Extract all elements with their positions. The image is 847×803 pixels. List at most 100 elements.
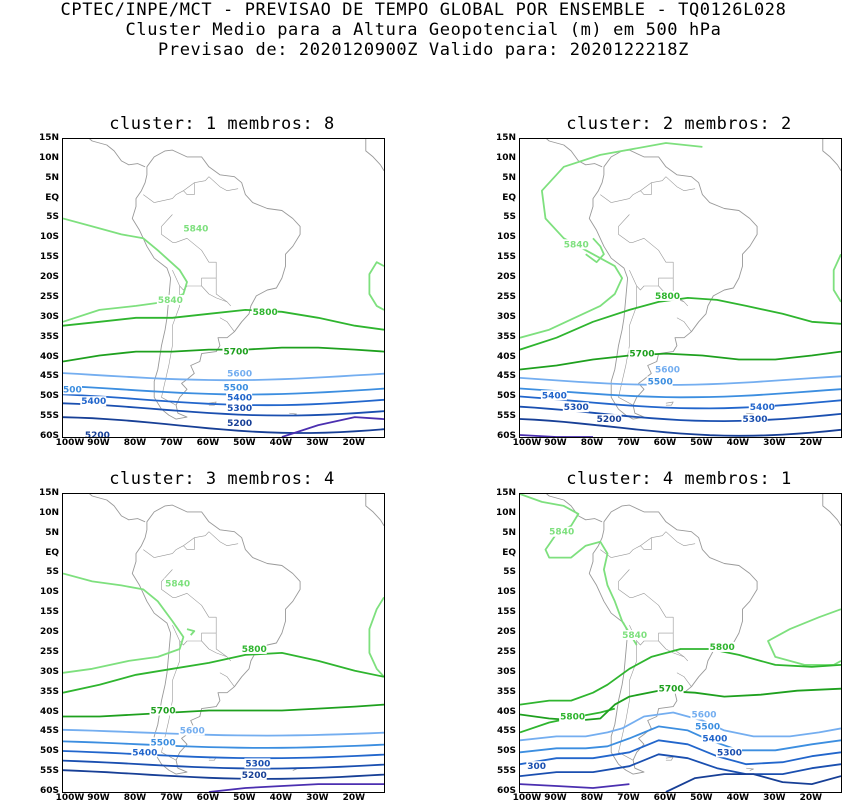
country-border: [172, 269, 228, 303]
country-border: [611, 531, 667, 558]
lon-tick-label: 60W: [196, 793, 220, 803]
contour-label-bg: [628, 348, 655, 359]
country-border: [161, 214, 177, 243]
lat-tick-label: 15S: [39, 252, 59, 263]
lon-tick-label: 80W: [123, 438, 147, 448]
lon-tick-label: 20W: [342, 793, 366, 803]
lat-tick-label: 35S: [496, 686, 516, 697]
contour-label-bg: [131, 747, 158, 758]
contour-label: 5200: [597, 415, 622, 425]
lat-tick-label: 30S: [496, 666, 516, 677]
contour-label: 5800: [242, 645, 267, 655]
contour-label: 5800: [655, 292, 680, 302]
coastline-central-america: [89, 139, 146, 168]
lat-tick-label: 30S: [39, 666, 59, 677]
lon-tick-label: 40W: [726, 438, 750, 448]
lon-tick-label: 40W: [726, 793, 750, 803]
lat-tick-label: 25S: [496, 291, 516, 302]
contour-line-c5400: [520, 739, 841, 766]
country-border: [219, 672, 235, 687]
lat-tick-label: 45S: [39, 726, 59, 737]
lat-tick-label: 50S: [496, 391, 516, 402]
country-border: [611, 176, 667, 203]
contour-label-bg: [226, 368, 253, 379]
lat-tick-label: EQ: [45, 192, 59, 203]
contour-line-c5400: [63, 393, 384, 407]
lat-tick-label: 45S: [39, 371, 59, 382]
coastline-africa: [365, 139, 384, 172]
coastline-africa: [822, 139, 841, 172]
country-border: [183, 537, 195, 550]
lon-tick-label: 60W: [653, 438, 677, 448]
contour-label-bg: [621, 630, 648, 641]
lon-tick-label: 50W: [233, 793, 256, 803]
contour-line-c5800: [520, 297, 841, 351]
lon-tick-label: 30W: [763, 793, 786, 803]
contour-line-c5400: [520, 395, 841, 410]
contour-label-bg: [149, 737, 176, 748]
country-border: [215, 278, 232, 307]
country-border: [143, 549, 155, 558]
lat-tick-label: 5N: [45, 172, 59, 183]
lat-tick-label: 50S: [39, 746, 59, 757]
country-border: [618, 214, 634, 243]
country-border: [215, 633, 232, 662]
contour-label-bg: [715, 747, 742, 758]
contour-line-c5840: [63, 217, 188, 323]
header-title-line-1: CPTEC/INPE/MCT - PREVISAO DE TEMPO GLOBA…: [60, 0, 787, 20]
country-border: [676, 317, 692, 332]
contour-line-c5200: [520, 418, 841, 437]
contour-line-c5500: [520, 387, 841, 399]
lat-tick-label: 30S: [39, 311, 59, 322]
contour-line-c5700: [63, 703, 384, 718]
lat-tick-label: 15S: [496, 607, 516, 618]
lon-tick-label: 70W: [617, 438, 640, 448]
contour-label: 5840: [183, 224, 208, 234]
country-border: [676, 672, 692, 687]
header-title-line-2: Cluster Medio para a Altura Geopotencial…: [125, 20, 722, 40]
contour-label-bg: [244, 758, 271, 769]
contour-label-bg: [222, 382, 249, 393]
contour-line-c5800: [63, 309, 384, 331]
contour-label: 5700: [224, 348, 249, 358]
contour-label-bg: [653, 290, 680, 301]
contour-line-c5500: [63, 740, 384, 749]
contour-label-bg: [251, 306, 278, 317]
lon-tick-label: 50W: [690, 438, 713, 448]
lat-tick-label: 55S: [39, 766, 59, 777]
contour-label: 5800: [560, 712, 585, 722]
contour-label-bg: [240, 643, 267, 654]
contour-label: 5700: [151, 707, 176, 717]
lat-tick-label: 15N: [38, 133, 59, 143]
country-border: [175, 593, 217, 641]
contour-label: 5600: [655, 365, 680, 375]
contour-line-c5500: [63, 385, 384, 396]
lon-tick-label: 80W: [123, 793, 147, 803]
contour-label-bg: [526, 761, 547, 772]
contour-line-c5300: [63, 759, 384, 770]
lat-tick-label: 60S: [496, 431, 516, 441]
contour-label-bg: [80, 396, 107, 407]
lon-tick-label: 40W: [269, 438, 293, 448]
island-outline: [746, 767, 754, 771]
lat-tick-label: 45S: [496, 726, 516, 737]
contour-label: 5200: [227, 419, 252, 429]
contour-label: 5840: [165, 579, 190, 589]
country-border: [161, 569, 177, 598]
panel-title-2: cluster: 2 membros: 2: [566, 114, 792, 134]
country-border: [632, 593, 674, 641]
lat-tick-label: 10N: [38, 507, 59, 518]
contour-label: 5300: [717, 748, 742, 758]
contour-label-bg: [540, 390, 567, 401]
contour-label: 5500: [224, 383, 249, 393]
coastline-central-america: [546, 139, 603, 168]
lon-tick-label: 90W: [544, 438, 567, 448]
country-border: [172, 624, 228, 658]
contour-label: 500: [63, 385, 82, 395]
contour-label: 5200: [242, 771, 267, 781]
lat-tick-label: 10S: [496, 587, 516, 598]
lon-tick-label: 100W: [55, 438, 85, 448]
